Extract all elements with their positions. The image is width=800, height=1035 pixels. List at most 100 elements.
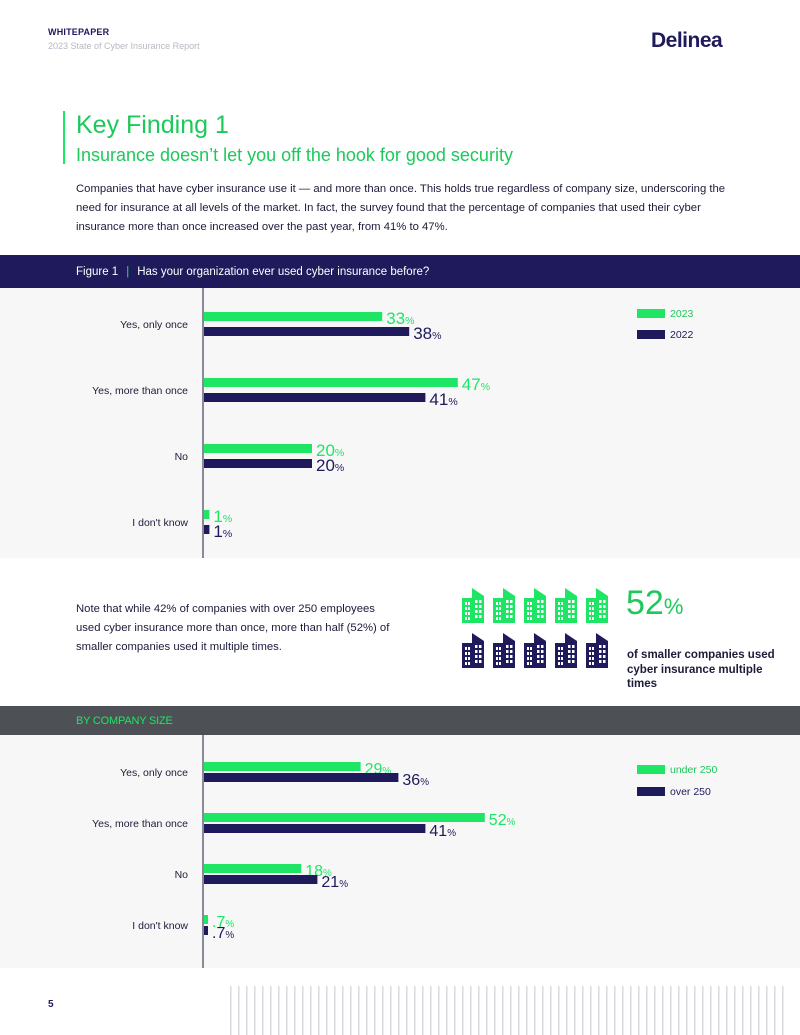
by-company-size-label: BY COMPANY SIZE	[76, 714, 173, 727]
category-label: Yes, more than once	[92, 818, 188, 830]
legend-swatch	[637, 330, 665, 339]
stripe	[670, 986, 672, 1035]
building-icon	[524, 633, 546, 668]
building-icon	[524, 588, 546, 623]
chart-yearly-svg: Yes, only once 33%38% Yes, more than once 4…	[92, 288, 694, 558]
stripe	[630, 986, 632, 1035]
category-label: No	[175, 869, 189, 881]
value-label: 33%	[386, 309, 414, 328]
stripe	[654, 986, 656, 1035]
building-icon	[555, 633, 577, 668]
stripe	[702, 986, 704, 1035]
stripe	[518, 986, 520, 1035]
category-label: Yes, more than once	[92, 385, 188, 397]
stripe	[542, 986, 544, 1035]
stripe	[334, 986, 336, 1035]
stripe	[462, 986, 464, 1035]
stripe	[438, 986, 440, 1035]
stripe	[270, 986, 272, 1035]
stripe	[254, 986, 256, 1035]
bar-under-250	[204, 864, 302, 873]
chart-company-size: Yes, only once 29% 36% Yes, more than once 5…	[0, 735, 800, 968]
bar-under-250	[204, 762, 361, 771]
stripe	[310, 986, 312, 1035]
stripe	[774, 986, 776, 1035]
stripe	[742, 986, 744, 1035]
legend-swatch	[637, 787, 665, 796]
building-icon	[462, 588, 484, 623]
key-finding-subtitle: Insurance doesn’t let you off the hook f…	[76, 145, 513, 165]
bar-over-250	[204, 875, 318, 884]
stripe	[302, 986, 304, 1035]
legend-swatch	[637, 309, 665, 318]
stripe	[678, 986, 680, 1035]
big-percentage-value: 52	[626, 584, 664, 622]
value-label: .7%	[212, 914, 234, 931]
legend-label: 2023	[670, 308, 694, 320]
stripe	[726, 986, 728, 1035]
stripe	[382, 986, 384, 1035]
stripe	[646, 986, 648, 1035]
header-label: WHITEPAPER	[48, 27, 110, 37]
category-label: I don't know	[132, 920, 188, 932]
building-icon	[493, 633, 515, 668]
stripe	[286, 986, 288, 1035]
key-finding-accent-bar	[63, 111, 65, 164]
stripe	[782, 986, 784, 1035]
stripe	[470, 986, 472, 1035]
value-label: 1%	[213, 507, 232, 526]
bar-2023	[204, 444, 312, 453]
stripe	[694, 986, 696, 1035]
figure1-label: Figure 1	[76, 265, 119, 278]
category-label: Yes, only once	[120, 319, 188, 331]
stripe	[374, 986, 376, 1035]
stripe	[246, 986, 248, 1035]
big-percentage-caption: of smaller companies used cyber insuranc…	[627, 649, 775, 690]
stripe	[534, 986, 536, 1035]
stripe	[590, 986, 592, 1035]
header-subtitle: 2023 State of Cyber Insurance Report	[48, 41, 200, 51]
decorative-stripes	[230, 986, 784, 1035]
stripe	[478, 986, 480, 1035]
figure1-question: Has your organization ever used cyber in…	[137, 265, 430, 278]
building-icon	[462, 633, 484, 668]
big-percentage: 52%	[626, 584, 683, 623]
stripe	[614, 986, 616, 1035]
value-label: 36%	[402, 772, 429, 789]
stripe	[710, 986, 712, 1035]
bar-over-250	[204, 773, 399, 782]
chart-company-size-svg: Yes, only once 29%36%Yes, more than once 5…	[92, 735, 717, 968]
stripe	[278, 986, 280, 1035]
stripe	[318, 986, 320, 1035]
stripe	[622, 986, 624, 1035]
stripe	[430, 986, 432, 1035]
chart-yearly: Yes, only once 33% 38% Yes, more than once 4…	[0, 288, 800, 558]
stripe	[638, 986, 640, 1035]
bar-under-250	[204, 915, 208, 924]
legend-label: over 250	[670, 786, 711, 798]
building-icon	[493, 588, 515, 623]
stripe	[366, 986, 368, 1035]
bar-2022	[204, 327, 410, 336]
bar-2023	[204, 378, 458, 387]
stripe	[262, 986, 264, 1035]
category-label: I don't know	[132, 517, 188, 529]
stripe	[566, 986, 568, 1035]
stripe	[574, 986, 576, 1035]
stripe	[582, 986, 584, 1035]
stripe	[494, 986, 496, 1035]
stripe	[758, 986, 760, 1035]
key-finding-title: Key Finding 1	[76, 111, 229, 139]
note-paragraph: Note that while 42% of companies with ov…	[76, 603, 390, 653]
intro-paragraph: Companies that have cyber insurance use …	[76, 183, 726, 233]
stripe	[734, 986, 736, 1035]
value-label: 20%	[316, 456, 344, 475]
stripe	[238, 986, 240, 1035]
bar-2023	[204, 510, 210, 519]
stripe	[454, 986, 456, 1035]
category-label: Yes, only once	[120, 767, 188, 779]
stripe	[422, 986, 424, 1035]
stripe	[718, 986, 720, 1035]
building-icon-grid	[462, 588, 608, 668]
value-label: 1%	[213, 522, 232, 541]
